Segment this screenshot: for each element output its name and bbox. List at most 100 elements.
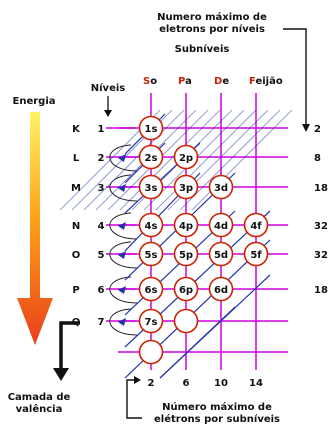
orbital-label: 7s [145, 317, 158, 328]
orbital-5s: 5s [138, 241, 164, 267]
connector-arrowhead [118, 222, 126, 230]
orbital-5f: 5f [243, 241, 269, 267]
subshell-max-value: 14 [249, 378, 263, 389]
svg-text:Pa: Pa [178, 76, 192, 87]
subshell-max-value: 10 [214, 378, 228, 389]
orbital-circle [138, 174, 164, 200]
connector-loop [109, 212, 138, 240]
orbital-label: 6s [145, 285, 158, 296]
orbital-label: 4p [179, 221, 193, 232]
level-number: 2 [98, 153, 105, 164]
levels-title: Níveis [91, 82, 126, 94]
orbital-label: 3d [214, 183, 228, 194]
connector-arrowhead [118, 154, 126, 162]
max-per-level-arrowhead [302, 124, 310, 132]
orbital-label: 4d [214, 221, 228, 232]
mnemonic-feijao: Feijão [249, 76, 283, 87]
connector-arrowhead [118, 318, 126, 326]
level-number: 4 [98, 221, 105, 232]
orbital-circle [138, 144, 164, 170]
level-max: 18 [314, 285, 328, 296]
orbital-5d: 5d [208, 241, 234, 267]
orbital-1s: 1s [138, 115, 164, 141]
orbital-circle [138, 308, 164, 334]
svg-text:De: De [214, 76, 229, 87]
orbital-6s: 6s [138, 276, 164, 302]
subshell-max-label-line1: Número máximo de [162, 401, 272, 413]
orbital-empty [173, 308, 199, 334]
orbital-label: 3p [179, 183, 193, 194]
level-max: 18 [314, 183, 328, 194]
level-number: 6 [98, 285, 105, 296]
connector-arrowhead [118, 286, 126, 294]
orbital-label: 5d [214, 250, 228, 261]
diagonal-hatch [83, 109, 185, 211]
valence-label-line2: valência [16, 403, 63, 415]
orbital-circle [173, 308, 199, 334]
svg-text:Feijão: Feijão [249, 76, 283, 87]
level-letter: K [72, 124, 81, 135]
orbital-label: 1s [145, 124, 158, 135]
orbital-5p: 5p [173, 241, 199, 267]
orbital-circle [208, 276, 234, 302]
connector-loops [109, 144, 138, 336]
orbital-label: 3s [145, 183, 158, 194]
subshell-max-value: 2 [148, 378, 155, 389]
orbital-circle [208, 174, 234, 200]
valence-arrowhead [53, 368, 69, 381]
orbital-circle [138, 276, 164, 302]
orbital-7s: 7s [138, 308, 164, 334]
orbital-6p: 6p [173, 276, 199, 302]
max-per-level-bracket [283, 28, 307, 128]
subshell-max-arrowhead [134, 376, 141, 384]
diagonal-hatch [119, 109, 221, 211]
connector-loop [109, 144, 138, 172]
diagonal-arrow [159, 306, 236, 379]
orbital-circle [243, 212, 269, 238]
subniveis-label: Subníveis [175, 43, 230, 55]
subshell-max-values: 2 6 10 14 [148, 378, 263, 389]
orbital-circle [173, 174, 199, 200]
energy-arrow [17, 112, 53, 345]
orbital-label: 2p [179, 153, 193, 164]
max-per-level-label-line1: Numero máximo de [157, 11, 267, 23]
diagonal-hatch [191, 109, 293, 211]
level-labels: K 1 L 2 M 3 N 4 O 5 P 6 Q 7 [71, 124, 136, 328]
level-number: 3 [98, 183, 105, 194]
orbital-3d: 3d [208, 174, 234, 200]
orbital-2s: 2s [138, 144, 164, 170]
level-letter: P [72, 285, 79, 296]
orbital-4p: 4p [173, 212, 199, 238]
orbital-4d: 4d [208, 212, 234, 238]
orbital-circle [138, 212, 164, 238]
orbital-circle [173, 276, 199, 302]
orbital-circle [173, 212, 199, 238]
level-letter: M [71, 183, 81, 194]
subshell-max-bracket [126, 379, 142, 419]
level-max: 8 [314, 153, 321, 164]
orbital-circle [138, 339, 164, 365]
level-letter: Q [72, 317, 81, 328]
connector-loop [109, 308, 138, 336]
level-letter: N [72, 221, 80, 232]
orbital-label: 2s [145, 153, 158, 164]
mnemonic-de: De [214, 76, 229, 87]
energy-label: Energia [13, 96, 56, 107]
mnemonic-pa: Pa [178, 76, 192, 87]
orbital-4f: 4f [243, 212, 269, 238]
orbital-label: 5p [179, 250, 193, 261]
level-letter: L [73, 153, 80, 164]
orbital-circle [208, 241, 234, 267]
valence-label-line1: Camada de [8, 392, 71, 403]
diagonal-hatch [155, 109, 257, 211]
orbital-circle [173, 241, 199, 267]
orbital-3p: 3p [173, 174, 199, 200]
level-max: 32 [314, 221, 328, 232]
level-number: 1 [98, 124, 105, 135]
orbital-circle [138, 115, 164, 141]
connector-arrowhead [118, 184, 126, 192]
orbital-label: 6d [214, 285, 228, 296]
level-max: 2 [314, 124, 321, 135]
